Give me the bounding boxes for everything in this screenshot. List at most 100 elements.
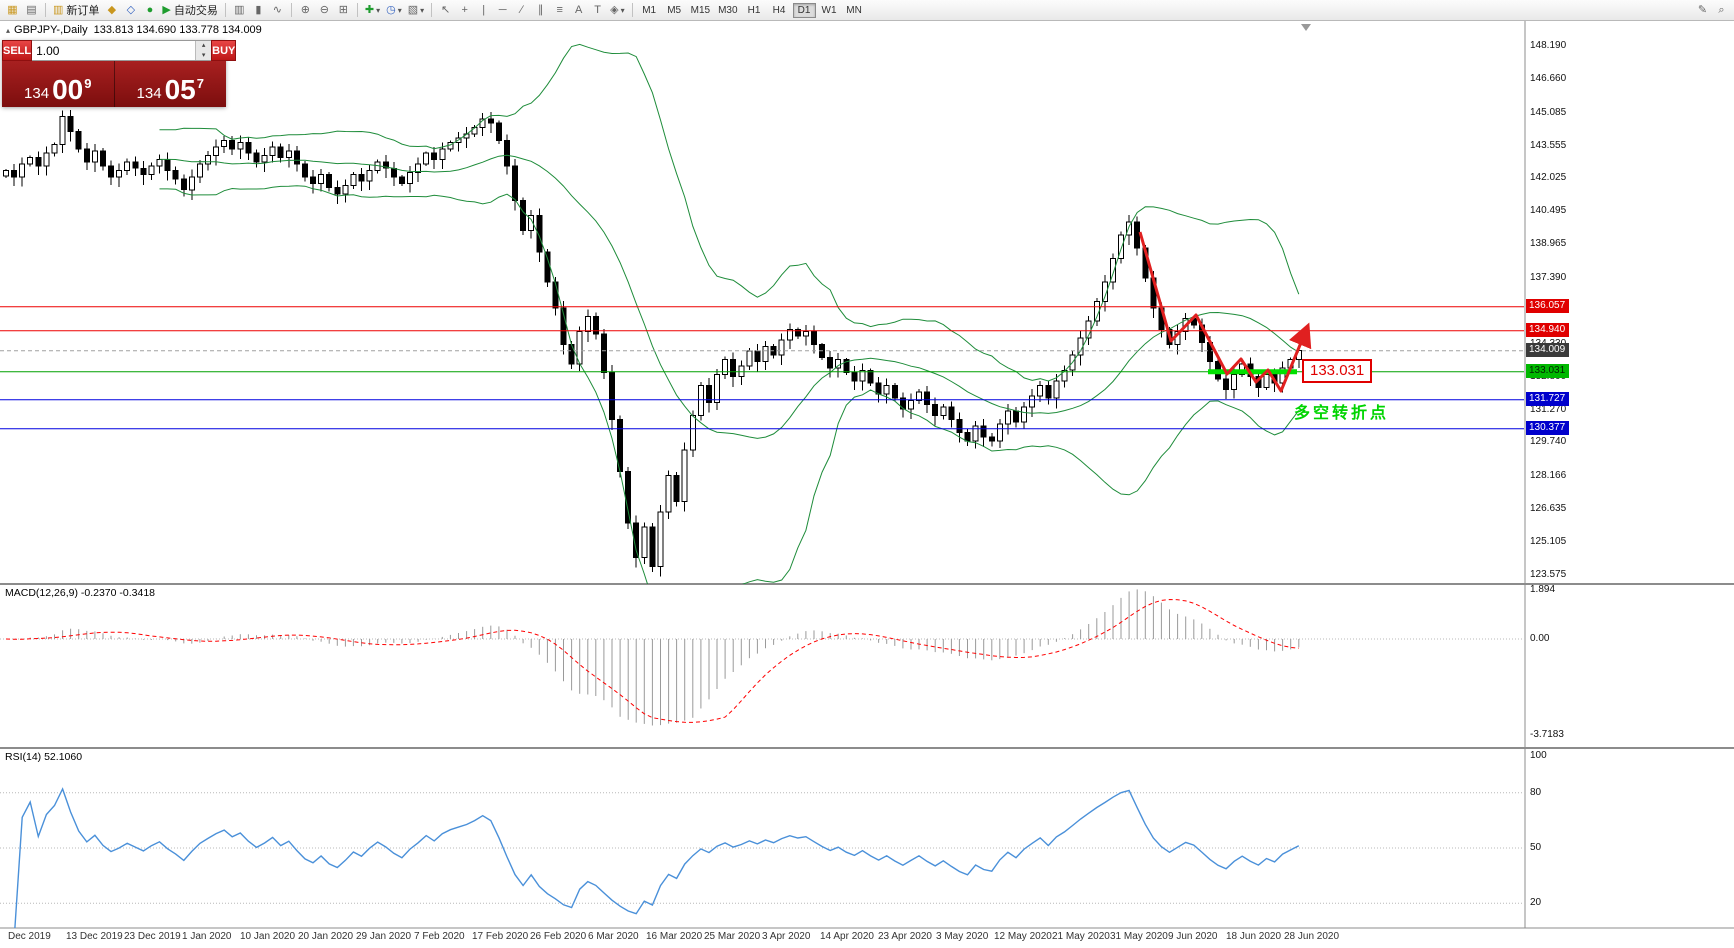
bar-chart-button[interactable]: ▥ — [230, 2, 249, 19]
vertical-line-button[interactable]: | — [474, 2, 493, 19]
buy-button[interactable]: BUY — [211, 40, 237, 61]
pane-separators — [0, 20, 1734, 929]
auto-trading-button[interactable]: ▶ 自动交易 — [159, 2, 220, 19]
periods-icon: ◷ — [386, 3, 396, 16]
periods-button[interactable]: ◷ ▾ — [383, 2, 405, 19]
chevron-down-icon: ▾ — [420, 5, 425, 15]
shapes-icon: ◈ — [610, 3, 619, 16]
new-chart-icon: ▦ — [7, 3, 18, 16]
sell-price-button[interactable]: 134 00 9 — [2, 61, 115, 107]
lot-size-input[interactable] — [32, 41, 196, 60]
turning-point-annotation: 多空转折点 — [1294, 405, 1390, 422]
profiles-button[interactable]: ▤ — [22, 2, 41, 19]
annotations-layer — [1138, 24, 1312, 393]
navigator-button[interactable]: ● — [140, 2, 159, 19]
sell-price-point: 9 — [84, 76, 92, 91]
lot-size-field: ▴ ▾ — [32, 40, 212, 61]
timeframe-m5-button[interactable]: M5 — [663, 3, 686, 18]
cursor-button[interactable]: ↖ — [436, 2, 455, 19]
text-icon: A — [574, 3, 583, 16]
new-chart-button[interactable]: ▦ — [3, 2, 22, 19]
sell-price-pips: 00 — [52, 74, 84, 106]
chart-header: ▴ GBPJPY-,Daily 133.813 134.690 133.778 13… — [6, 24, 262, 36]
tile-windows-icon: ⊞ — [338, 3, 348, 16]
market-watch-icon: ◆ — [107, 3, 117, 16]
trade-panel-price-row: 134 00 9 134 05 7 — [2, 61, 226, 107]
search-button[interactable]: ⌕ — [1712, 2, 1731, 19]
ohlc-values: 133.813 134.690 133.778 134.009 — [93, 24, 262, 36]
timeframe-m30-button[interactable]: M30 — [715, 3, 740, 18]
zoom-out-icon: ⊖ — [319, 3, 329, 16]
chevron-down-icon: ▾ — [376, 5, 381, 15]
support-price-label[interactable]: 133.031 — [1302, 359, 1373, 383]
new-order-button[interactable]: ▥ 新订单 — [50, 2, 102, 19]
timeframe-mn-button[interactable]: MN — [843, 3, 866, 18]
one-click-trading-panel: SELL ▴ ▾ BUY 134 00 9 134 05 7 — [2, 40, 237, 107]
sell-button[interactable]: SELL — [2, 40, 33, 61]
fibonacci-icon: ≡ — [556, 3, 563, 16]
chevron-down-icon: ▾ — [620, 5, 625, 15]
search-icon: ⌕ — [1718, 3, 1725, 16]
fibonacci-button[interactable]: ≡ — [550, 2, 569, 19]
buy-price-pips: 05 — [164, 74, 196, 106]
lot-increase-button[interactable]: ▴ — [196, 41, 212, 51]
toolbar-separator — [431, 3, 433, 17]
toolbar-separator — [631, 3, 633, 17]
navigator-icon: ● — [146, 3, 154, 16]
profiles-icon: ▤ — [26, 3, 37, 16]
timeframe-m1-button[interactable]: M1 — [638, 3, 661, 18]
vertical-line-icon: | — [482, 3, 486, 16]
timeframe-d1-button[interactable]: D1 — [792, 2, 816, 18]
buy-price-button[interactable]: 134 05 7 — [115, 61, 227, 107]
channel-icon: ∥ — [537, 3, 544, 16]
candlestick-button[interactable]: ▮ — [249, 2, 268, 19]
candles-layer — [3, 109, 1302, 577]
bollinger-bands-layer — [159, 43, 1300, 584]
market-watch-button[interactable]: ◆ — [102, 2, 121, 19]
chevron-down-icon: ▾ — [397, 5, 402, 15]
data-window-icon: ◇ — [126, 3, 136, 16]
toolbar-separator — [224, 3, 226, 17]
timeframe-h4-button[interactable]: H4 — [768, 3, 791, 18]
symbol-name: GBPJPY-,Daily — [14, 24, 88, 36]
text-button[interactable]: A — [569, 2, 588, 19]
crosshair-button[interactable]: + — [455, 2, 474, 19]
templates-button[interactable]: ▧ ▾ — [405, 2, 427, 19]
zoom-out-button[interactable]: ⊖ — [315, 2, 334, 19]
trendline-button[interactable]: ∕ — [512, 2, 531, 19]
indicators-icon: ✚ — [364, 3, 375, 16]
zoom-in-button[interactable]: ⊕ — [296, 2, 315, 19]
rsi-indicator-header: RSI(14) 52.1060 — [5, 751, 83, 763]
sell-price-big-figure: 134 — [24, 84, 50, 102]
zoom-in-icon: ⊕ — [300, 3, 310, 16]
data-window-button[interactable]: ◇ — [121, 2, 140, 19]
timeframe-h1-button[interactable]: H1 — [743, 3, 766, 18]
channel-button[interactable]: ∥ — [531, 2, 550, 19]
toolbar: ▦ ▤ ▥ 新订单 ◆ ◇ ● ▶ 自动交易 ▥ ▮ ∿ ⊕ ⊖ ⊞ ✚ ▾ ◷ ▾… — [0, 0, 1734, 21]
templates-icon: ▧ — [407, 3, 419, 16]
horizontal-line-button[interactable]: ─ — [493, 2, 512, 19]
shapes-button[interactable]: ◈ ▾ — [607, 2, 627, 19]
trendline-icon: ∕ — [520, 3, 523, 16]
edit-button[interactable]: ✎ — [1693, 2, 1712, 19]
indicators-button[interactable]: ✚ ▾ — [362, 2, 383, 19]
timeframe-m15-button[interactable]: M15 — [688, 3, 713, 18]
auto-trading-icon: ▶ — [162, 3, 171, 16]
rsi-layer — [0, 787, 1524, 928]
new-order-icon: ▥ — [53, 3, 64, 16]
crosshair-icon: + — [461, 3, 468, 16]
text-label-button[interactable]: T — [588, 2, 607, 19]
toolbar-separator — [290, 3, 292, 17]
buy-price-big-figure: 134 — [136, 84, 162, 102]
trade-panel-top-row: SELL ▴ ▾ BUY — [2, 40, 237, 61]
timeframe-w1-button[interactable]: W1 — [818, 3, 841, 18]
tile-windows-button[interactable]: ⊞ — [334, 2, 353, 19]
text-label-icon: T — [594, 3, 602, 16]
macd-indicator-header: MACD(12,26,9) -0.2370 -0.3418 — [5, 587, 155, 599]
line-chart-button[interactable]: ∿ — [268, 2, 287, 19]
pencil-icon: ✎ — [1697, 3, 1708, 16]
symbol-marker-icon: ▴ — [6, 26, 11, 35]
lot-decrease-button[interactable]: ▾ — [196, 50, 212, 60]
